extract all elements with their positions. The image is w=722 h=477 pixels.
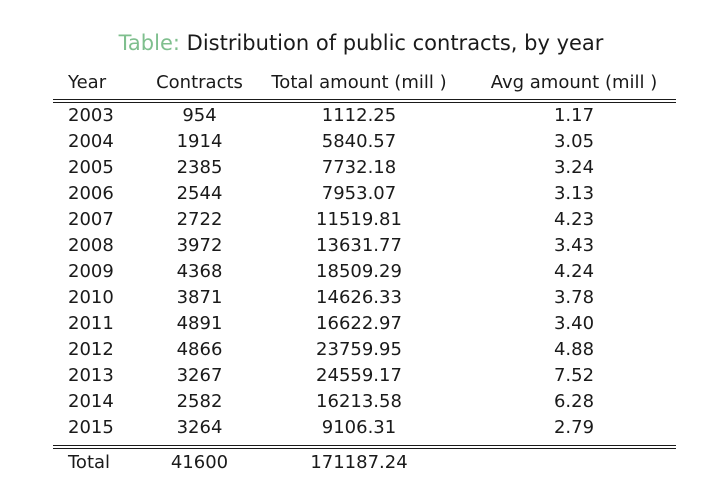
table-cell-avg-amount: 3.43 <box>553 235 595 256</box>
table-cell-total-amount: 13631.77 <box>316 235 402 256</box>
column-header-contracts: Contracts <box>156 72 243 93</box>
table-cell-total-amount: 7732.18 <box>321 157 397 178</box>
table-cell-avg-amount: 3.78 <box>553 287 595 308</box>
table-cell-year: 2004 <box>68 131 114 152</box>
table-cell-avg-amount: 6.28 <box>553 391 595 412</box>
table-cell-contracts: 2582 <box>176 391 223 412</box>
header-rule-top <box>53 99 676 100</box>
table-cell-contracts: 2544 <box>176 183 223 204</box>
contracts-table: Year Contracts Total amount (mill ) Avg … <box>53 68 676 473</box>
table-cell-year: 2011 <box>68 313 114 334</box>
table-cell-total-amount: 16213.58 <box>316 391 402 412</box>
total-rule-bottom <box>53 448 676 449</box>
table-cell-avg-amount: 3.40 <box>553 313 595 334</box>
table-cell-avg-amount: 2.79 <box>553 417 595 438</box>
table-cell-year: 2014 <box>68 391 114 412</box>
table-cell-avg-amount: 1.17 <box>553 105 595 126</box>
table-cell-total-amount: 16622.97 <box>316 313 402 334</box>
table-cell-year: 2009 <box>68 261 114 282</box>
table-cell-contracts: 4368 <box>176 261 223 282</box>
table-cell-total-amount: 18509.29 <box>316 261 402 282</box>
table-cell-year: 2010 <box>68 287 114 308</box>
caption-label: Table: <box>118 31 180 55</box>
table-cell-year: 2003 <box>68 105 114 126</box>
table-cell-contracts: 3264 <box>176 417 223 438</box>
table-cell-total-amount: 24559.17 <box>316 365 402 386</box>
table-cell-year: 2008 <box>68 235 114 256</box>
header-rule-bottom <box>53 102 676 103</box>
table-cell-year: 2012 <box>68 339 114 360</box>
table-caption: Table: Distribution of public contracts,… <box>0 30 722 56</box>
table-cell-avg-amount: 3.24 <box>553 157 595 178</box>
total-cell-year: Total <box>68 452 111 473</box>
table-cell-contracts: 3267 <box>176 365 223 386</box>
table-cell-contracts: 4891 <box>176 313 223 334</box>
total-cell-contracts: 41600 <box>170 452 229 473</box>
table-cell-contracts: 2385 <box>176 157 223 178</box>
table-title: Distribution of public contracts, by yea… <box>186 31 604 55</box>
column-header-year: Year <box>68 72 107 93</box>
table-cell-avg-amount: 4.23 <box>553 209 595 230</box>
table-cell-total-amount: 7953.07 <box>321 183 397 204</box>
table-cell-year: 2005 <box>68 157 114 178</box>
table-cell-avg-amount: 7.52 <box>553 365 595 386</box>
table-cell-avg-amount: 4.24 <box>553 261 595 282</box>
table-cell-contracts: 1914 <box>176 131 223 152</box>
table-cell-total-amount: 1112.25 <box>321 105 397 126</box>
table-cell-contracts: 2722 <box>176 209 223 230</box>
table-cell-contracts: 4866 <box>176 339 223 360</box>
table-cell-contracts: 3972 <box>176 235 223 256</box>
table-cell-avg-amount: 3.05 <box>553 131 595 152</box>
column-header-avg-amount: Avg amount (mill ) <box>490 72 658 93</box>
table-cell-total-amount: 9106.31 <box>321 417 397 438</box>
table-cell-avg-amount: 3.13 <box>553 183 595 204</box>
table-cell-total-amount: 23759.95 <box>316 339 402 360</box>
total-cell-total-amount: 171187.24 <box>310 452 408 473</box>
table-cell-avg-amount: 4.88 <box>553 339 595 360</box>
table-cell-contracts: 954 <box>182 105 217 126</box>
column-header-total-amount: Total amount (mill ) <box>271 72 447 93</box>
table-cell-total-amount: 5840.57 <box>321 131 397 152</box>
table-cell-year: 2013 <box>68 365 114 386</box>
table-cell-total-amount: 11519.81 <box>316 209 402 230</box>
table-cell-year: 2015 <box>68 417 114 438</box>
total-rule-top <box>53 445 676 446</box>
table-cell-contracts: 3871 <box>176 287 223 308</box>
table-cell-year: 2007 <box>68 209 114 230</box>
table-cell-year: 2006 <box>68 183 114 204</box>
table-cell-total-amount: 14626.33 <box>316 287 402 308</box>
